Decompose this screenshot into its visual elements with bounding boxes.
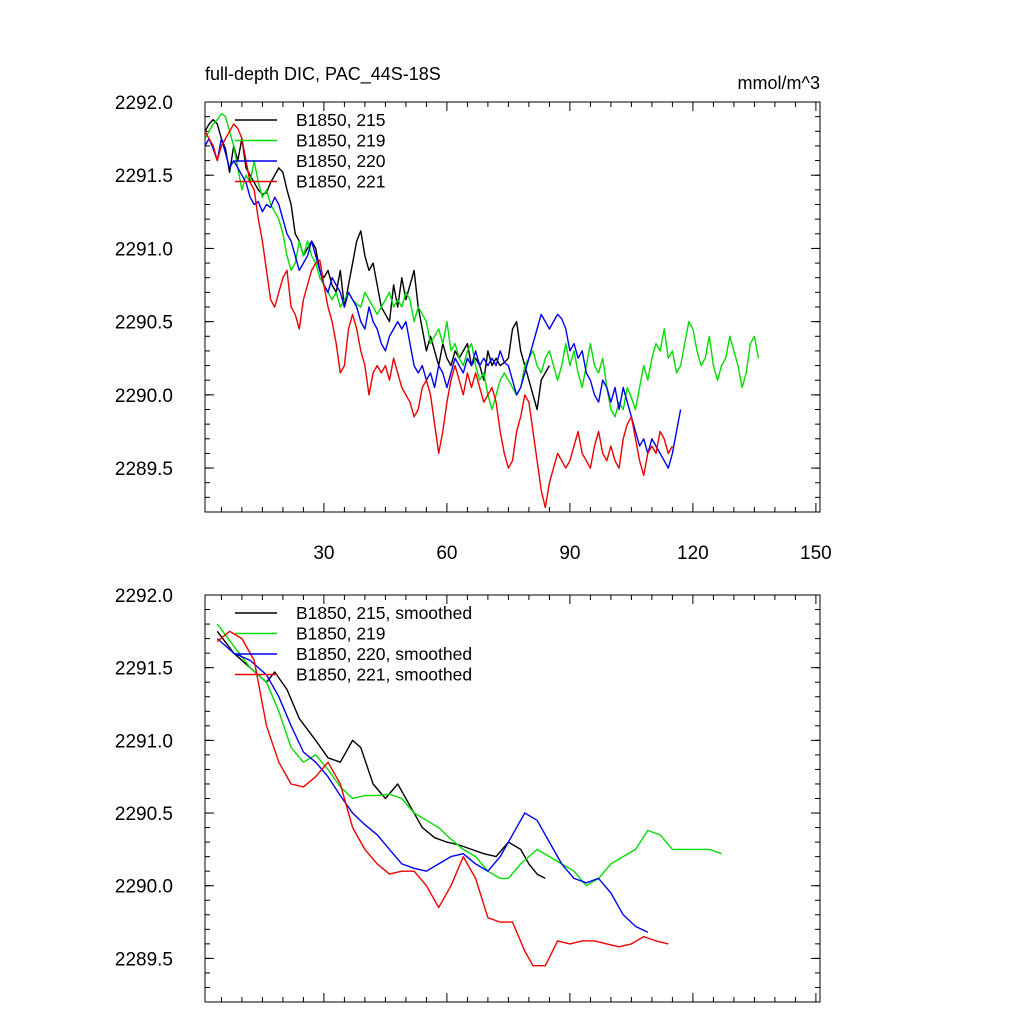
legend-label-1: B1850, 215, smoothed bbox=[296, 603, 472, 623]
chart-panel-1: 2289.5 2290.0 2290.5 2291.0 2291.5 2292.0 30 60… bbox=[115, 64, 832, 564]
series-line-4 bbox=[216, 630, 669, 967]
y-tick-label: 2292.0 bbox=[115, 586, 173, 607]
legend-label-4: B1850, 221 bbox=[296, 172, 386, 192]
series-line-1 bbox=[205, 118, 551, 411]
y-tick-label: 2290.5 bbox=[115, 313, 173, 334]
legend-label-3: B1850, 220, smoothed bbox=[296, 644, 472, 664]
units-label: mmol/m^3 bbox=[738, 73, 820, 93]
y-tick-label: 2292.0 bbox=[115, 93, 173, 114]
series-line-1 bbox=[216, 630, 546, 880]
y-tick-label: 2290.5 bbox=[115, 804, 173, 825]
y-tick-label: 2291.0 bbox=[115, 731, 173, 752]
legend-label-3: B1850, 220 bbox=[296, 151, 386, 171]
legend-label-2: B1850, 219 bbox=[296, 624, 386, 644]
legend-label-1: B1850, 215 bbox=[296, 110, 386, 130]
y-tick-label: 2291.0 bbox=[115, 239, 173, 260]
x-tick-label: 60 bbox=[436, 543, 457, 564]
x-tick-label: 30 bbox=[313, 543, 334, 564]
y-tick-label: 2291.5 bbox=[115, 659, 173, 680]
chart-panel-2: 2289.5 2290.0 2290.5 2291.0 2291.5 2292.0 B185… bbox=[115, 586, 821, 1003]
series-line-4 bbox=[205, 123, 674, 509]
y-tick-label: 2291.5 bbox=[115, 166, 173, 187]
x-tick-label: 150 bbox=[800, 543, 832, 564]
series-line-3 bbox=[216, 638, 649, 933]
y-tick-label: 2289.5 bbox=[115, 459, 173, 480]
legend-label-4: B1850, 221, smoothed bbox=[296, 665, 472, 685]
y-tick-label: 2290.0 bbox=[115, 877, 173, 898]
y-tick-label: 2290.0 bbox=[115, 386, 173, 407]
y-tick-label: 2289.5 bbox=[115, 949, 173, 970]
chart-title: full-depth DIC, PAC_44S-18S bbox=[205, 64, 441, 85]
x-tick-label: 90 bbox=[559, 543, 580, 564]
series-line-2 bbox=[205, 112, 760, 418]
legend-label-2: B1850, 219 bbox=[296, 131, 386, 151]
series-line-3 bbox=[205, 137, 682, 469]
series-line-2 bbox=[216, 623, 722, 887]
x-tick-label: 120 bbox=[677, 543, 709, 564]
